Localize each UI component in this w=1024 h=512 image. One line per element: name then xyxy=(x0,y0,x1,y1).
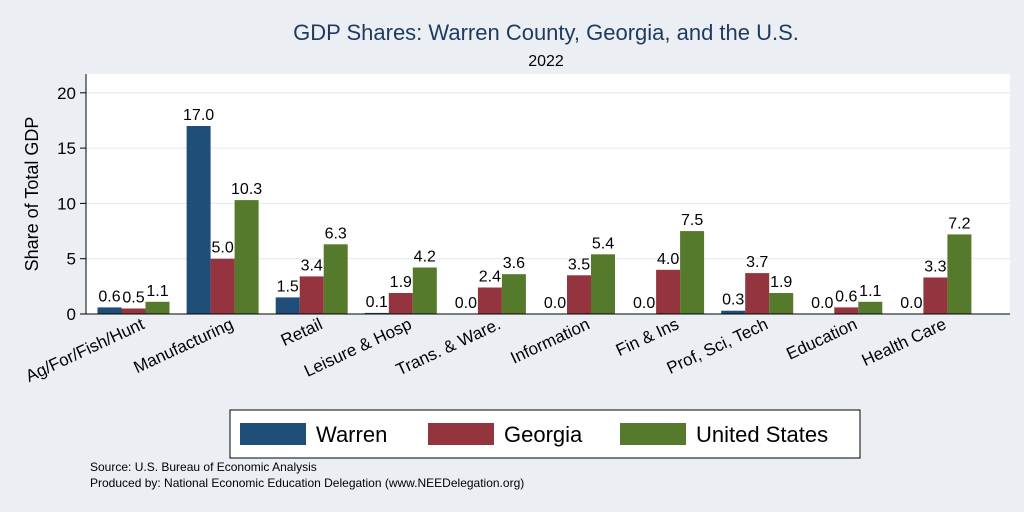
data-label: 0.3 xyxy=(722,292,744,309)
data-label: 5.0 xyxy=(211,240,233,257)
producer-note: Produced by: National Economic Education… xyxy=(90,476,525,490)
data-label: 5.4 xyxy=(592,235,614,252)
bar-georgia xyxy=(388,293,413,314)
legend-box xyxy=(229,409,861,459)
data-label: 1.9 xyxy=(770,274,792,291)
bar-georgia xyxy=(656,269,681,314)
data-label: 10.3 xyxy=(231,181,262,198)
bars-group xyxy=(97,126,972,314)
bar-united-states xyxy=(858,301,883,314)
bar-united-states xyxy=(680,231,705,314)
data-label: 2.4 xyxy=(479,269,501,286)
data-label: 0.0 xyxy=(455,295,477,312)
x-tick-label: Information xyxy=(508,314,593,367)
legend-label: Warren xyxy=(316,422,387,447)
bar-united-states xyxy=(947,234,972,314)
data-label: 1.5 xyxy=(277,278,299,295)
x-tick-label: Prof, Sci, Tech xyxy=(664,314,771,377)
data-label: 3.3 xyxy=(924,259,946,276)
data-label: 1.1 xyxy=(146,283,168,300)
bar-warren xyxy=(721,310,746,314)
legend-label: Georgia xyxy=(504,422,583,447)
bar-united-states xyxy=(412,267,437,314)
y-axis-label: Share of Total GDP xyxy=(22,117,42,272)
y-axis: 0 5 10 15 20 xyxy=(57,74,87,324)
x-tick-label: Ag/For/Fish/Hunt xyxy=(23,314,148,386)
data-label: 0.5 xyxy=(122,290,144,307)
bar-warren xyxy=(275,297,300,314)
data-label: 0.1 xyxy=(366,294,388,311)
y-tick-label: 0 xyxy=(67,305,76,324)
data-label: 7.2 xyxy=(948,215,970,232)
bar-georgia xyxy=(923,277,948,314)
x-tick-label: Fin & Ins xyxy=(613,314,682,360)
data-label: 0.0 xyxy=(633,295,655,312)
chart-subtitle: 2022 xyxy=(528,53,564,70)
x-tick-label: Education xyxy=(783,314,860,363)
data-label: 3.4 xyxy=(301,257,323,274)
bar-united-states xyxy=(323,244,348,314)
bar-united-states xyxy=(769,293,794,314)
legend-swatch xyxy=(428,423,494,445)
bar-georgia xyxy=(745,273,770,314)
data-label: 0.0 xyxy=(900,295,922,312)
x-tick-label: Health Care xyxy=(859,314,949,370)
data-label: 0.6 xyxy=(98,288,120,305)
bar-georgia xyxy=(567,275,591,314)
data-label: 6.3 xyxy=(325,225,347,242)
data-label: 3.5 xyxy=(568,256,590,273)
bar-united-states xyxy=(591,254,615,314)
data-label: 0.0 xyxy=(544,295,566,312)
data-label: 4.2 xyxy=(414,249,436,266)
legend: Warren Georgia United States xyxy=(229,409,861,459)
bar-united-states xyxy=(501,274,526,314)
legend-swatch xyxy=(620,423,686,445)
legend-label: United States xyxy=(696,422,828,447)
data-label: 1.1 xyxy=(859,283,881,300)
data-label: 0.6 xyxy=(835,288,857,305)
y-tick-label: 5 xyxy=(67,250,76,269)
chart-title: GDP Shares: Warren County, Georgia, and … xyxy=(293,20,799,45)
legend-swatch xyxy=(240,423,306,445)
y-tick-label: 10 xyxy=(57,194,76,213)
data-label: 4.0 xyxy=(657,251,679,268)
bar-georgia xyxy=(834,307,859,314)
data-label: 3.6 xyxy=(503,255,525,272)
data-label: 0.0 xyxy=(811,295,833,312)
data-label: 3.7 xyxy=(746,254,768,271)
bar-warren xyxy=(364,312,389,314)
bar-georgia xyxy=(121,308,146,314)
data-label: 17.0 xyxy=(183,107,214,124)
bar-united-states xyxy=(234,200,259,314)
bar-warren xyxy=(97,307,122,314)
x-tick-label: Manufacturing xyxy=(131,314,237,377)
data-label: 1.9 xyxy=(390,274,412,291)
source-note: Source: U.S. Bureau of Economic Analysis xyxy=(90,460,317,474)
bar-georgia xyxy=(477,287,502,314)
data-label: 7.5 xyxy=(681,212,703,229)
bar-warren xyxy=(186,126,211,314)
bar-georgia xyxy=(210,258,235,314)
y-tick-label: 15 xyxy=(57,139,76,158)
y-tick-label: 20 xyxy=(57,84,76,103)
bar-united-states xyxy=(145,301,170,314)
bar-georgia xyxy=(299,276,324,314)
value-labels-group: 0.6 0.5 1.117.05.010.31.53.46.30.11.94.20.… xyxy=(98,107,970,312)
x-tick-label: Retail xyxy=(278,314,325,350)
